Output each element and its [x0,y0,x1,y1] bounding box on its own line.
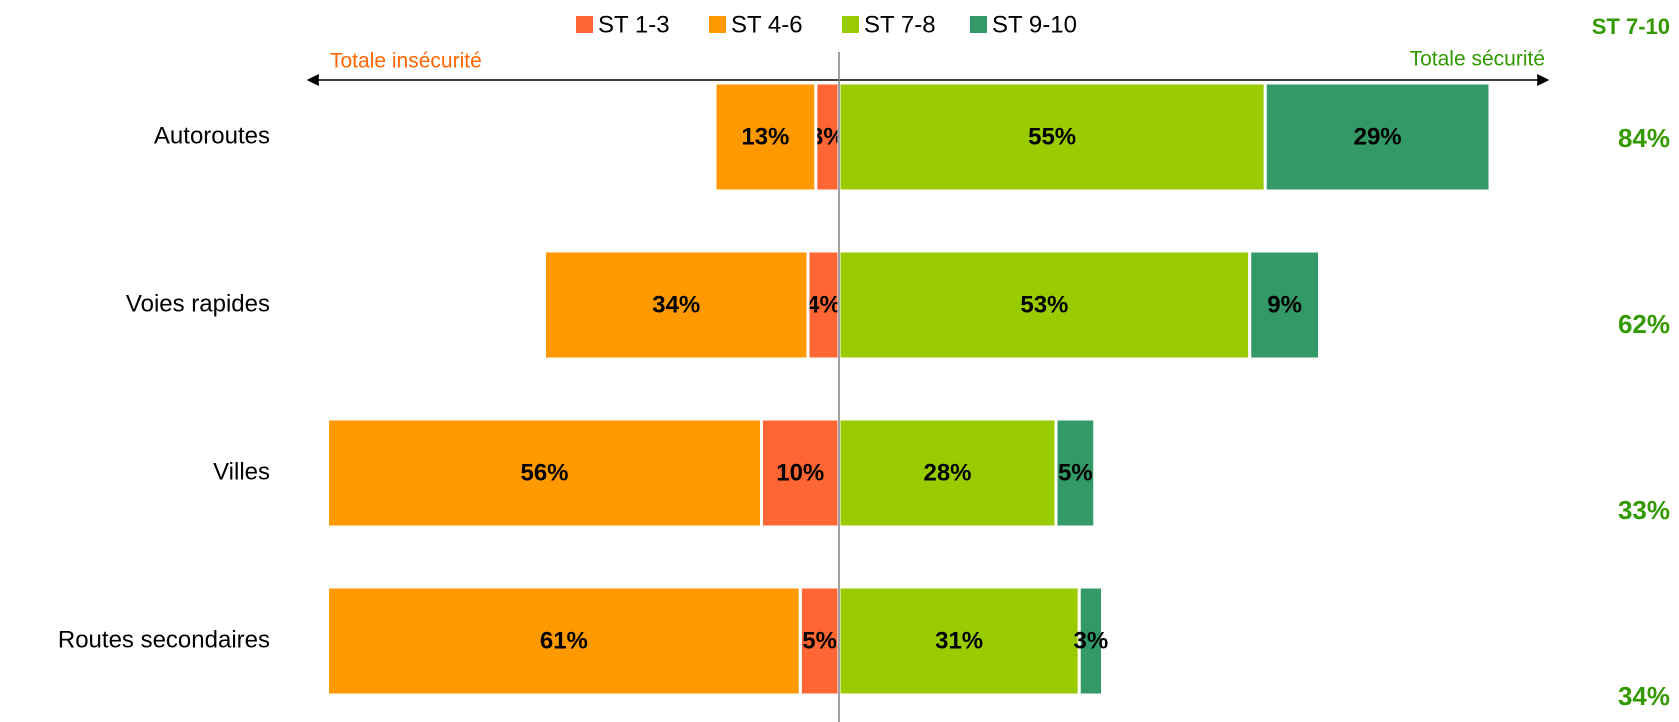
category-label: Autoroutes [154,122,270,149]
total-label: 84% [1618,123,1670,153]
data-label: 61% [540,627,588,654]
total-label: 33% [1618,495,1670,525]
bar-segment [1077,585,1104,697]
bar-segment [543,249,810,361]
bar-segment [1248,249,1321,361]
legend-swatch [970,16,987,33]
data-label: 31% [935,627,983,654]
data-label: 56% [520,459,568,486]
bar-segment [326,417,763,529]
legend-swatch [576,16,593,33]
data-label: 34% [652,291,700,318]
category-label: Villes [213,458,270,485]
legend-swatch [709,16,726,33]
bar-segment [837,249,1252,361]
bar-segment [837,81,1267,193]
data-label: 55% [1028,123,1076,150]
data-label: 5% [1058,459,1093,486]
data-label: 10% [776,459,824,486]
data-label: 4% [806,291,841,318]
legend-label: ST 4-6 [731,11,803,38]
bar-segment [1263,81,1492,193]
bar-segment [1054,417,1097,529]
legend-label: ST 7-8 [864,11,936,38]
bar-segment [326,585,802,697]
data-label: 29% [1354,123,1402,150]
left-annotation: Totale insécurité [330,50,482,73]
right-annotation: Totale sécurité [1410,48,1545,71]
category-label: Voies rapides [126,290,270,317]
total-label: 62% [1618,309,1670,339]
category-label: Routes secondaires [58,626,270,653]
total-label: 34% [1618,681,1670,711]
data-label: 28% [923,459,971,486]
legend-label: ST 1-3 [598,11,670,38]
totals-title: ST 7-10 [1592,14,1670,39]
data-label: 9% [1267,291,1302,318]
legend-label: ST 9-10 [992,11,1077,38]
bar-segment [713,81,818,193]
data-label: 5% [802,627,837,654]
bar-segment [837,585,1081,697]
data-label: 13% [741,123,789,150]
data-label: 3% [1074,627,1109,654]
legend-swatch [842,16,859,33]
data-label: 53% [1020,291,1068,318]
